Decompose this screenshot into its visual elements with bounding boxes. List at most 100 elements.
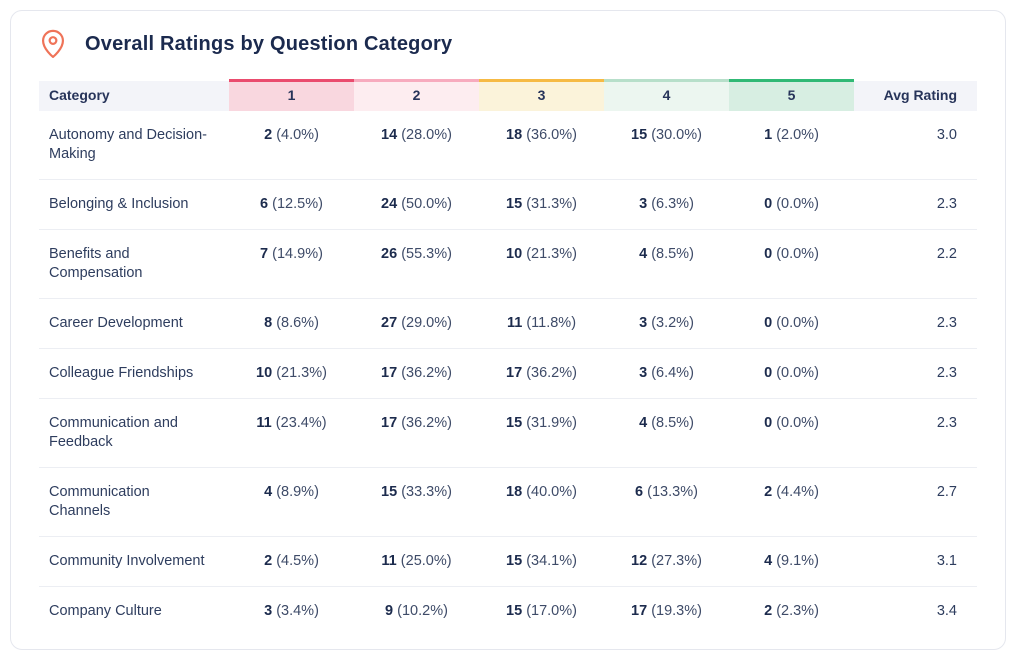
rating-percent: (50.0%) [401, 195, 452, 212]
rating-percent: (27.3%) [651, 552, 702, 569]
rating-5-cell: 1 (2.0%) [729, 111, 854, 180]
table-body: Autonomy and Decision-Making 2 (4.0%) 14… [39, 111, 977, 636]
rating-count: 3 [264, 602, 273, 619]
avg-rating-cell: 2.2 [854, 228, 977, 298]
rating-count: 10 [256, 364, 273, 381]
rating-2-cell: 9 (10.2%) [354, 585, 479, 636]
rating-1-cell: 6 (12.5%) [229, 178, 354, 229]
rating-3-cell: 15 (34.1%) [479, 535, 604, 586]
rating-percent: (14.9%) [272, 245, 323, 262]
rating-percent: (2.0%) [776, 126, 819, 143]
rating-2-cell: 24 (50.0%) [354, 178, 479, 229]
avg-rating-cell: 2.3 [854, 397, 977, 467]
rating-percent: (31.3%) [526, 195, 577, 212]
rating-percent: (25.0%) [400, 552, 452, 569]
rating-percent: (6.3%) [651, 195, 694, 212]
rating-count: 0 [764, 414, 773, 431]
column-header-avg-rating: Avg Rating [854, 80, 977, 111]
rating-percent: (6.4%) [651, 364, 694, 381]
rating-percent: (19.3%) [651, 602, 702, 619]
rating-count: 3 [639, 195, 648, 212]
rating-5-cell: 0 (0.0%) [729, 397, 854, 467]
rating-4-cell: 4 (8.5%) [604, 397, 729, 467]
rating-1-cell: 7 (14.9%) [229, 228, 354, 298]
category-cell: Community Involvement [39, 535, 229, 586]
column-header-rating-2: 2 [354, 79, 479, 111]
rating-count: 15 [506, 552, 523, 569]
category-cell: Belonging & Inclusion [39, 178, 229, 229]
rating-2-cell: 26 (55.3%) [354, 228, 479, 298]
rating-2-cell: 15 (33.3%) [354, 466, 479, 536]
rating-3-cell: 18 (40.0%) [479, 466, 604, 536]
rating-count: 6 [635, 483, 644, 500]
table-row: Communication Channels 4 (8.9%) 15 (33.3… [39, 466, 977, 536]
rating-percent: (8.5%) [651, 414, 694, 431]
table-row: Benefits and Compensation 7 (14.9%) 26 (… [39, 228, 977, 298]
card-header: Overall Ratings by Question Category [11, 11, 1005, 79]
rating-count: 2 [764, 602, 773, 619]
rating-count: 11 [256, 414, 272, 431]
rating-2-cell: 17 (36.2%) [354, 347, 479, 398]
rating-4-cell: 6 (13.3%) [604, 466, 729, 536]
rating-count: 4 [764, 552, 773, 569]
rating-2-cell: 27 (29.0%) [354, 297, 479, 348]
rating-percent: (3.2%) [651, 314, 694, 331]
rating-5-cell: 0 (0.0%) [729, 297, 854, 348]
rating-percent: (4.4%) [776, 483, 819, 500]
rating-percent: (36.0%) [526, 126, 577, 143]
rating-percent: (33.3%) [401, 483, 452, 500]
rating-percent: (12.5%) [272, 195, 323, 212]
avg-rating-cell: 2.3 [854, 347, 977, 398]
rating-percent: (28.0%) [401, 126, 452, 143]
table-header: Category 1 2 3 4 5 Avg Rating [39, 79, 977, 111]
avg-rating-cell: 2.3 [854, 178, 977, 229]
rating-2-cell: 11 (25.0%) [354, 535, 479, 586]
table-row: Communication and Feedback 11 (23.4%) 17… [39, 397, 977, 467]
rating-2-cell: 14 (28.0%) [354, 111, 479, 180]
rating-count: 8 [264, 314, 273, 331]
rating-percent: (40.0%) [526, 483, 577, 500]
rating-4-cell: 3 (3.2%) [604, 297, 729, 348]
rating-count: 24 [381, 195, 398, 212]
rating-percent: (36.2%) [401, 364, 452, 381]
rating-1-cell: 4 (8.9%) [229, 466, 354, 536]
table-row: Company Culture 3 (3.4%) 9 (10.2%) 15 (1… [39, 585, 977, 636]
rating-2-cell: 17 (36.2%) [354, 397, 479, 467]
rating-count: 27 [381, 314, 398, 331]
category-cell: Colleague Friendships [39, 347, 229, 398]
rating-percent: (17.0%) [526, 602, 577, 619]
rating-count: 2 [264, 126, 273, 143]
rating-1-cell: 8 (8.6%) [229, 297, 354, 348]
rating-count: 15 [381, 483, 398, 500]
rating-5-cell: 0 (0.0%) [729, 347, 854, 398]
rating-3-cell: 10 (21.3%) [479, 228, 604, 298]
rating-percent: (2.3%) [776, 602, 819, 619]
rating-count: 3 [639, 314, 648, 331]
rating-count: 0 [764, 195, 773, 212]
rating-count: 0 [764, 364, 773, 381]
rating-percent: (55.3%) [401, 245, 452, 262]
rating-count: 17 [381, 364, 398, 381]
column-header-rating-3: 3 [479, 79, 604, 111]
rating-count: 4 [264, 483, 273, 500]
rating-count: 15 [506, 195, 523, 212]
rating-count: 4 [639, 414, 648, 431]
category-cell: Communication Channels [39, 466, 229, 536]
rating-count: 15 [506, 602, 523, 619]
rating-count: 17 [381, 414, 398, 431]
rating-count: 14 [381, 126, 398, 143]
avg-rating-cell: 3.0 [936, 126, 957, 143]
table-row: Autonomy and Decision-Making 2 (4.0%) 14… [39, 111, 977, 180]
rating-count: 12 [631, 552, 648, 569]
category-cell: Company Culture [39, 585, 229, 636]
rating-percent: (36.2%) [401, 414, 452, 431]
rating-percent: (0.0%) [776, 364, 819, 381]
rating-count: 0 [764, 314, 773, 331]
rating-percent: (0.0%) [776, 314, 819, 331]
rating-3-cell: 15 (17.0%) [479, 585, 604, 636]
rating-1-cell: 11 (23.4%) [229, 397, 354, 467]
avg-rating-cell: 3.4 [854, 585, 977, 636]
column-header-rating-5: 5 [729, 79, 854, 111]
rating-1-cell: 10 (21.3%) [229, 347, 354, 398]
avg-rating-cell: 2.7 [854, 466, 977, 536]
